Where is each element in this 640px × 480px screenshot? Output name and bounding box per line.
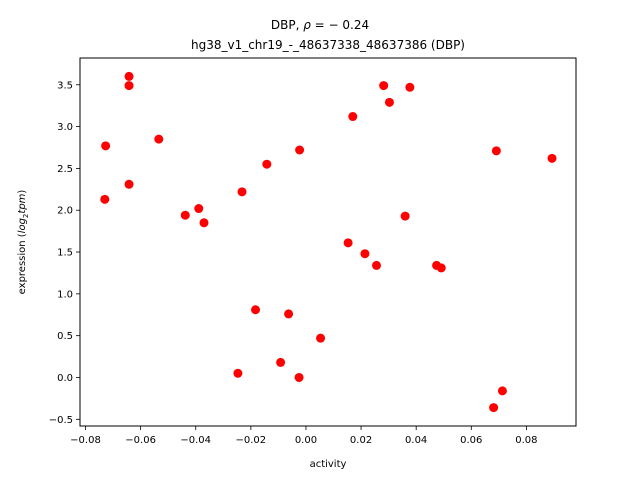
x-tick-label: −0.08 xyxy=(70,435,101,446)
data-point xyxy=(194,204,204,214)
data-point xyxy=(180,210,190,220)
data-point xyxy=(276,357,286,367)
plot-frame xyxy=(79,57,577,427)
y-tick-label: 3.5 xyxy=(57,80,73,91)
data-point xyxy=(295,145,305,155)
data-point xyxy=(491,146,501,156)
data-point xyxy=(124,71,134,81)
data-point xyxy=(497,386,507,396)
y-tick-label: 2.0 xyxy=(57,206,73,217)
x-tick-label: 0.00 xyxy=(295,435,317,446)
data-point xyxy=(124,81,134,91)
chart-title-line2: hg38_v1_chr19_-_48637338_48637386 (DBP) xyxy=(191,38,465,52)
data-point xyxy=(101,141,111,151)
x-tick-label: 0.04 xyxy=(405,435,427,446)
y-tick-label: 1.0 xyxy=(57,289,73,300)
y-tick-label: 0.0 xyxy=(57,373,73,384)
x-tick-label: −0.04 xyxy=(180,435,211,446)
data-point xyxy=(316,333,326,343)
x-tick-label: 0.02 xyxy=(350,435,372,446)
x-axis-label: activity xyxy=(310,459,347,470)
data-points xyxy=(100,71,557,413)
y-tick-label: −0.5 xyxy=(49,415,73,426)
data-point xyxy=(489,403,499,413)
data-point xyxy=(547,153,557,163)
data-point xyxy=(400,211,410,221)
data-point xyxy=(284,309,294,319)
data-point xyxy=(343,238,353,248)
axis-ticks: −0.08 −0.06 −0.04 −0.02 0.00 0.02 0.04 0.06 0.08… xyxy=(49,80,538,446)
x-tick-label: 0.08 xyxy=(515,435,537,446)
x-tick-label: 0.06 xyxy=(460,435,482,446)
data-point xyxy=(251,305,261,315)
y-tick-label: 1.5 xyxy=(57,248,73,259)
chart-title-line1: DBP, ρ = − 0.24 xyxy=(271,18,369,32)
data-point xyxy=(371,260,381,270)
data-point xyxy=(405,82,415,92)
data-point xyxy=(436,263,446,273)
data-point xyxy=(384,97,394,107)
data-point xyxy=(262,159,272,169)
data-point xyxy=(379,81,389,91)
data-point xyxy=(294,372,304,382)
data-point xyxy=(237,187,247,197)
y-tick-label: 2.5 xyxy=(57,164,73,175)
y-tick-label: 0.5 xyxy=(57,331,73,342)
y-tick-label: 3.0 xyxy=(57,122,73,133)
data-point xyxy=(348,112,358,122)
data-point xyxy=(100,194,110,204)
data-point xyxy=(199,218,209,228)
data-point xyxy=(124,179,134,189)
y-axis-label: expression (log2tpm) xyxy=(17,190,30,295)
data-point xyxy=(233,368,243,378)
x-tick-label: −0.02 xyxy=(236,435,267,446)
x-tick-label: −0.06 xyxy=(125,435,156,446)
data-point xyxy=(360,249,370,259)
data-point xyxy=(154,134,164,144)
